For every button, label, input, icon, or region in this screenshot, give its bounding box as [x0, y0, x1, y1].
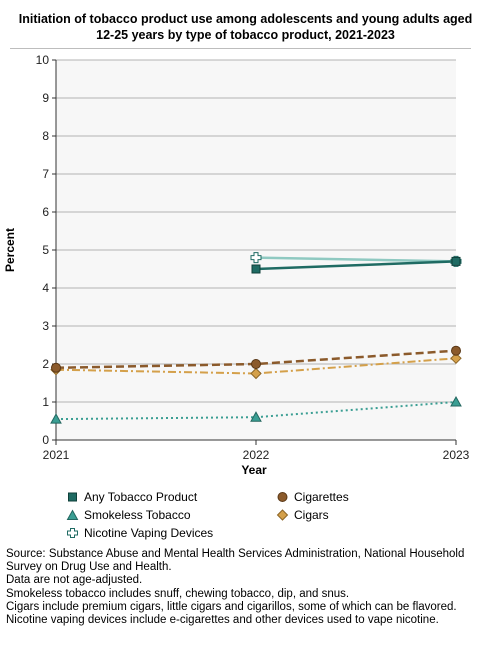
- chart-title: Initiation of tobacco product use among …: [18, 12, 473, 42]
- series-line-any-tobacco-product: [255, 260, 457, 271]
- legend-label: Cigarettes: [294, 490, 349, 504]
- y-tick-label: 10: [36, 53, 50, 67]
- square-marker-icon: [68, 492, 77, 502]
- data-point-smokeless-tobacco: [450, 395, 462, 407]
- y-tick-label: 5: [42, 243, 49, 257]
- data-point-cigars: [250, 367, 262, 380]
- y-tick-label: 8: [42, 129, 49, 143]
- y-tick-label: 3: [42, 319, 49, 333]
- cigars-note: Cigars include premium cigars, little ci…: [6, 600, 457, 613]
- y-tick-label: 7: [42, 167, 49, 181]
- data-point-cigarettes: [251, 359, 261, 369]
- circle-marker-icon: [277, 492, 288, 502]
- legend-item-vaping[interactable]: Nicotine Vaping Devices: [66, 526, 213, 540]
- legend-label: Smokeless Tobacco: [84, 508, 191, 522]
- y-axis-label: Percent: [3, 228, 17, 272]
- data-point-cigars: [450, 352, 462, 365]
- legend-label: Any Tobacco Product: [84, 490, 198, 504]
- legend-label: Nicotine Vaping Devices: [84, 526, 214, 540]
- smokeless-note: Smokeless tobacco includes snuff, chewin…: [6, 587, 350, 600]
- data-point-cigarettes: [451, 345, 461, 356]
- data-point-any-tobacco-product: [451, 256, 461, 266]
- y-tick-label: 9: [42, 91, 49, 105]
- diamond-marker-icon: [276, 509, 289, 521]
- legend-item-any-tobacco[interactable]: Any Tobacco Product: [66, 490, 197, 504]
- vaping-note: Nicotine vaping devices include e-cigare…: [6, 614, 439, 627]
- triangle-marker-icon: [66, 509, 79, 520]
- y-tick-label: 0: [42, 433, 49, 447]
- legend-item-cigars[interactable]: Cigars: [276, 508, 329, 522]
- series-line-cigarettes: [55, 349, 457, 370]
- legend-item-smokeless[interactable]: Smokeless Tobacco: [66, 508, 191, 522]
- x-axis-label: Year: [241, 463, 267, 477]
- chart-legend: Any Tobacco Product Cigarettes Smokeless…: [66, 488, 486, 544]
- y-tick-label: 1: [42, 395, 49, 409]
- age-adjust-note: Data are not age-adjusted.: [6, 574, 143, 587]
- data-point-any-tobacco-product: [251, 264, 261, 274]
- title-divider: [10, 48, 471, 49]
- x-tick-label: 2022: [243, 448, 270, 462]
- y-tick-label: 6: [42, 205, 49, 219]
- legend-label: Cigars: [294, 508, 329, 522]
- x-tick-label: 2023: [443, 448, 470, 462]
- x-tick-label: 2021: [43, 448, 70, 462]
- legend-item-cigarettes[interactable]: Cigarettes: [276, 490, 349, 504]
- plus-marker-icon: [67, 528, 78, 538]
- data-point-nicotine-vaping-devices: [250, 252, 262, 264]
- line-chart: 0 1 2 3 4 5 6 7 8 9 10 2021 2022 2023 Year Percent: [3, 53, 470, 477]
- data-point-cigarettes: [51, 362, 61, 373]
- series-line-nicotine-vaping-devices: [255, 256, 457, 263]
- y-tick-label: 2: [42, 357, 49, 371]
- y-tick-label: 4: [42, 281, 49, 295]
- data-point-smokeless-tobacco: [250, 411, 262, 422]
- data-point-smokeless-tobacco: [50, 413, 62, 424]
- source-note: Source: Substance Abuse and Mental Healt…: [6, 548, 465, 574]
- series-line-cigars: [55, 357, 457, 375]
- footnotes: Source: Substance Abuse and Mental Healt…: [6, 548, 488, 627]
